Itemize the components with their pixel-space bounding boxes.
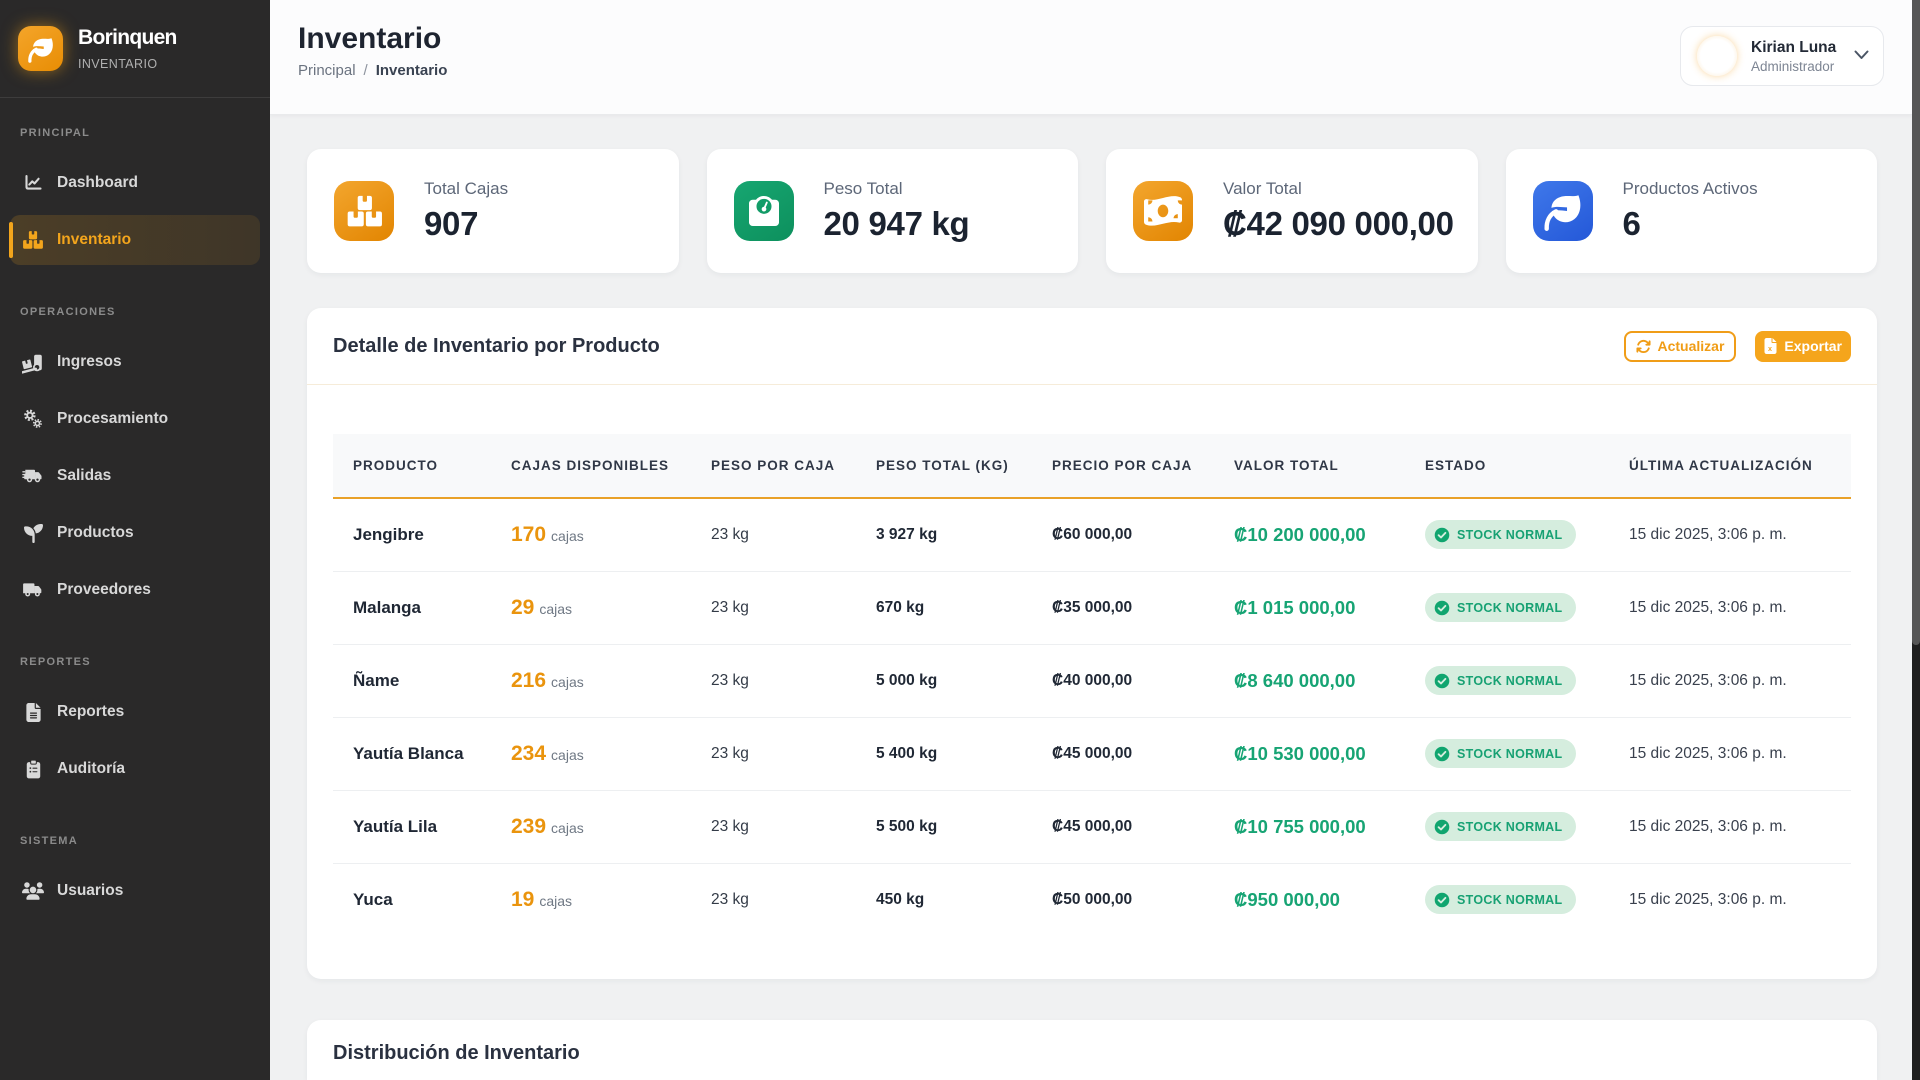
- svg-text:x: x: [1768, 345, 1772, 353]
